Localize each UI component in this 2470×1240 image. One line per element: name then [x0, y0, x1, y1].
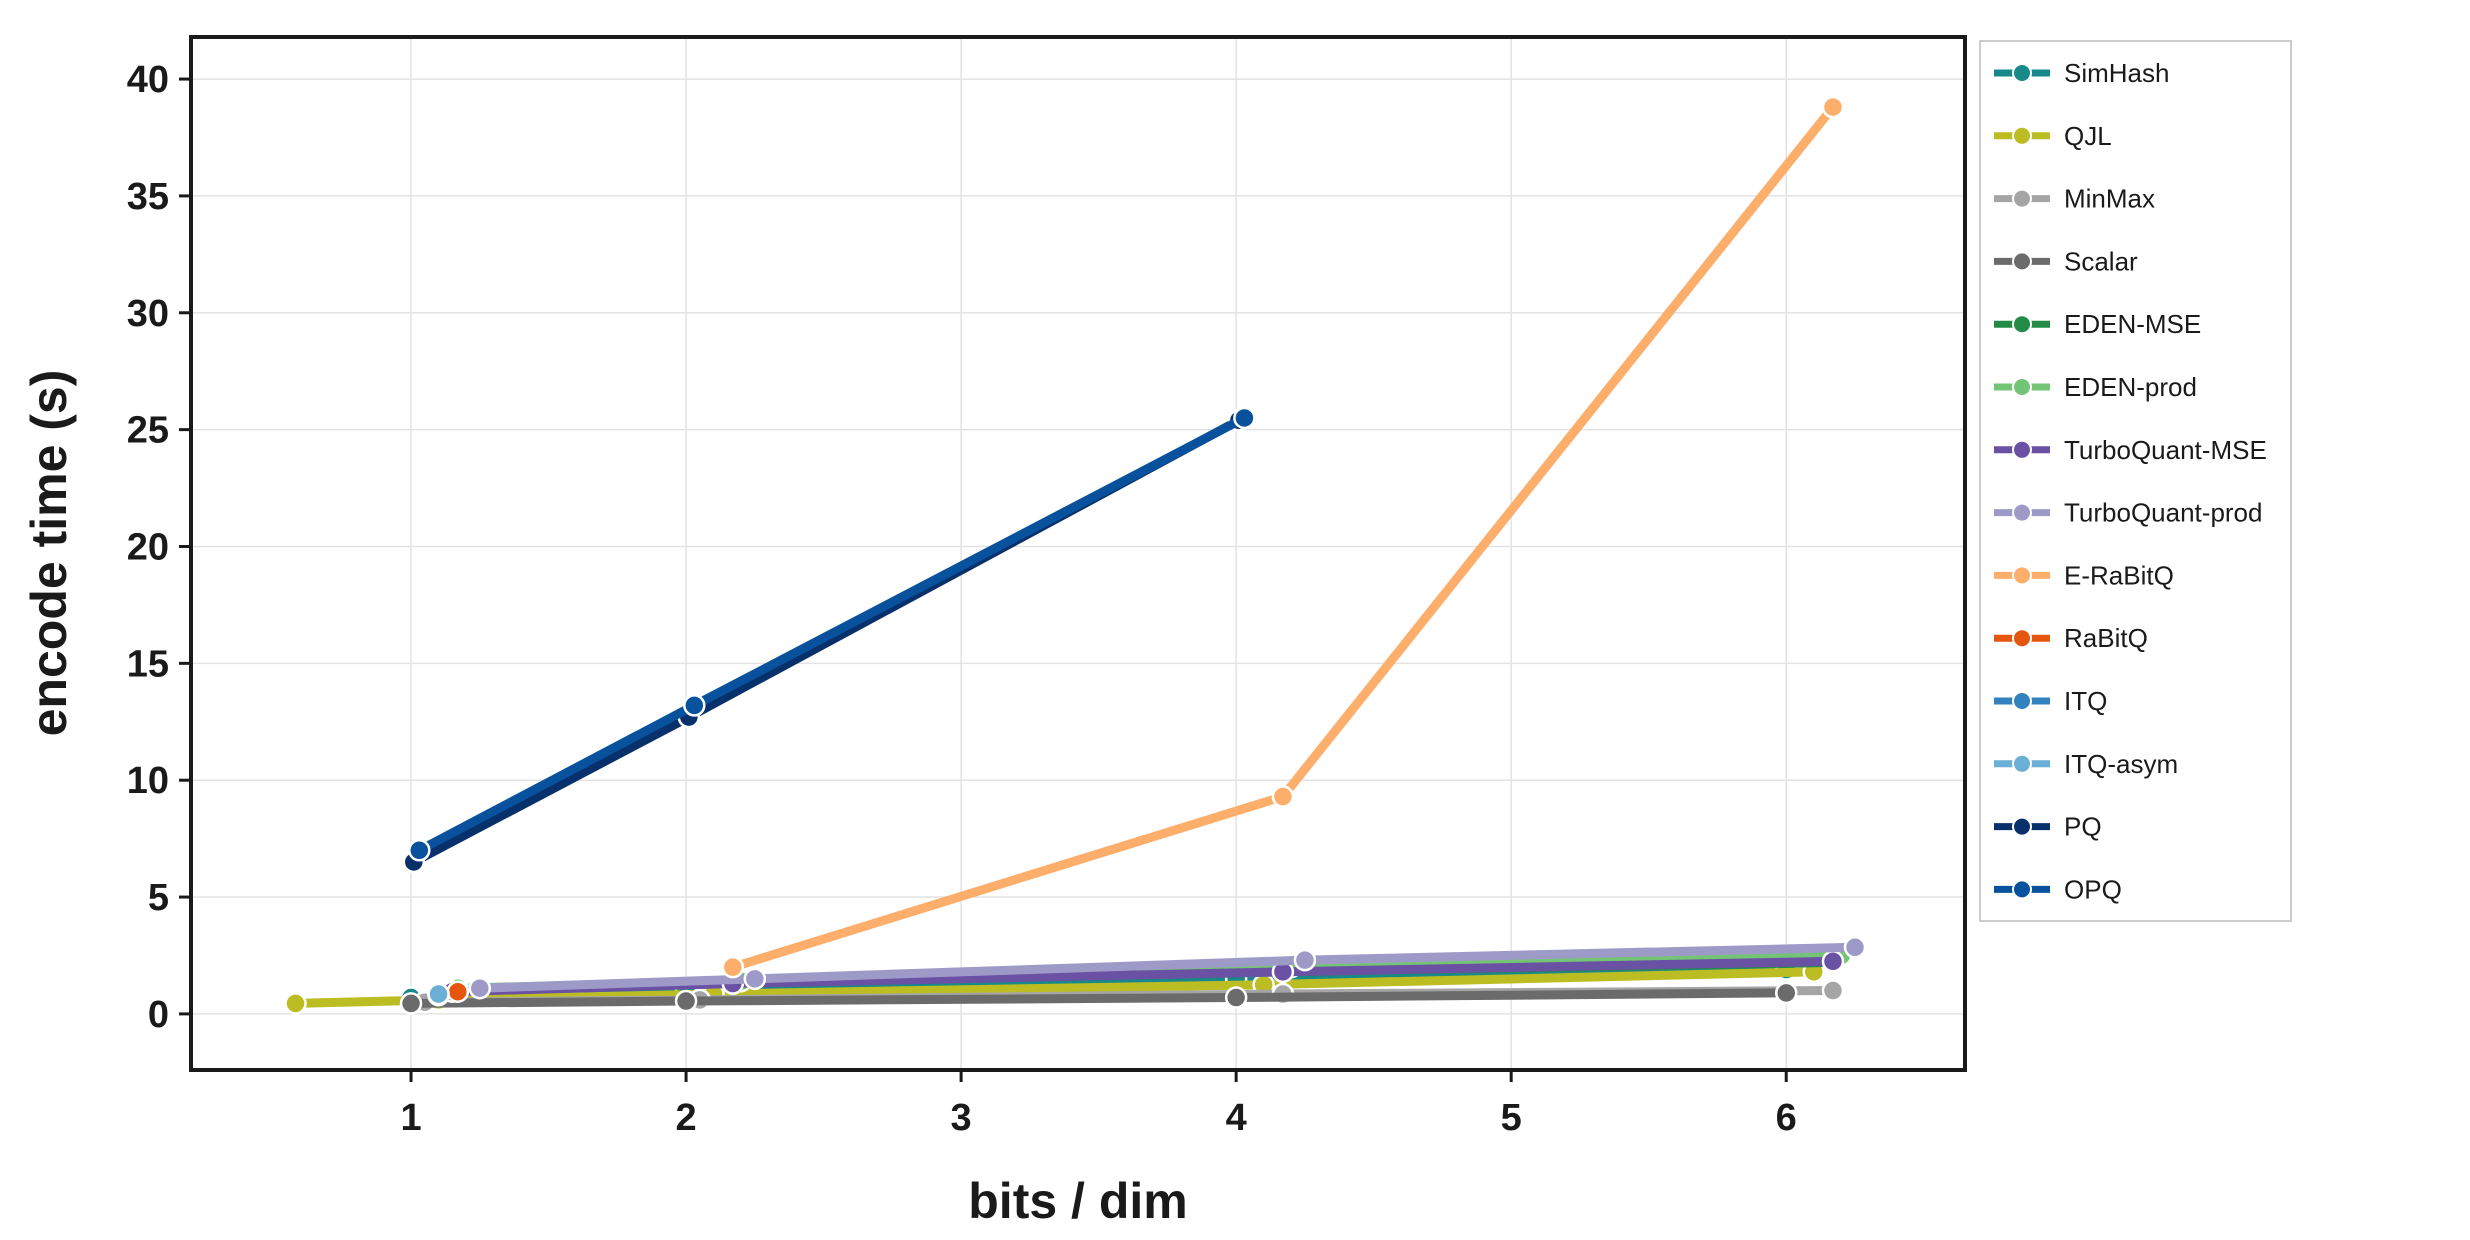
legend-item: EDEN-prod — [1994, 372, 2197, 402]
data-point — [1821, 979, 1845, 1002]
data-point — [743, 967, 767, 991]
legend-item: Scalar — [1994, 246, 2138, 276]
legend-label: ITQ — [2064, 686, 2107, 716]
data-point — [408, 839, 431, 862]
x-axis-label: bits / dim — [968, 1173, 1187, 1229]
x-tick-label: 4 — [1226, 1097, 1247, 1139]
series-opq — [408, 406, 1256, 862]
legend-swatch-marker — [2012, 879, 2032, 900]
grid-layer — [191, 37, 1965, 1070]
legend-item: RaBitQ — [1994, 623, 2148, 653]
series-turboquant-prod — [468, 936, 1867, 1000]
series-rabitq — [446, 980, 470, 1003]
legend-item: QJL — [1994, 121, 2112, 151]
data-point — [1821, 95, 1845, 119]
data-point — [674, 989, 698, 1013]
y-tick-label: 0 — [148, 994, 169, 1036]
legend-label: OPQ — [2064, 874, 2122, 904]
x-tick-label: 1 — [400, 1097, 421, 1139]
legend-swatch-marker — [2012, 314, 2032, 335]
legend-label: Scalar — [2064, 246, 2138, 276]
data-point — [1774, 981, 1798, 1005]
x-tick-label: 5 — [1501, 1097, 1522, 1139]
legend-swatch-marker — [2012, 377, 2032, 397]
data-point — [399, 992, 423, 1015]
y-tick-label: 20 — [127, 526, 169, 568]
y-tick-label: 40 — [127, 59, 169, 101]
data-point — [1843, 936, 1867, 959]
legend-item: SimHash — [1994, 58, 2169, 88]
legend-item: TurboQuant-MSE — [1994, 435, 2267, 465]
legend-swatch-marker — [2012, 439, 2032, 460]
legend: SimHash QJL MinMax Scalar EDEN-MSE EDEN-prod T… — [1979, 40, 2292, 922]
data-point — [1224, 986, 1248, 1009]
legend-frame — [1979, 40, 2292, 922]
legend-label: ITQ-asym — [2064, 749, 2178, 779]
legend-item: ITQ-asym — [1994, 749, 2178, 779]
x-tick-label: 2 — [675, 1097, 696, 1139]
legend-label: TurboQuant-MSE — [2064, 435, 2267, 465]
x-tick-label: 3 — [951, 1097, 972, 1139]
series-e-rabitq — [721, 95, 1845, 979]
y-tick-label: 25 — [127, 410, 169, 452]
legend-item: MinMax — [1994, 184, 2155, 214]
legend-item: OPQ — [1994, 874, 2122, 904]
data-point — [284, 992, 307, 1015]
legend-item: EDEN-MSE — [1994, 309, 2201, 339]
legend-label: PQ — [2064, 812, 2102, 842]
data-point — [1821, 950, 1845, 973]
plot-frame — [189, 35, 1967, 1072]
data-point — [1271, 785, 1295, 808]
y-tick-label: 15 — [127, 643, 169, 685]
legend-label: EDEN-MSE — [2064, 309, 2201, 339]
series-itq-asym — [427, 982, 450, 1006]
legend-swatch-marker — [2012, 816, 2032, 837]
data-point — [468, 976, 492, 1000]
series-layer — [284, 95, 1867, 1015]
y-tick-label: 10 — [127, 760, 169, 802]
series-line — [406, 988, 1791, 1008]
y-axis-label: encode time (s) — [21, 370, 77, 737]
legend-item: ITQ — [1994, 686, 2107, 716]
legend-swatch-marker — [2012, 565, 2032, 586]
y-tick-label: 5 — [148, 877, 169, 919]
data-point — [1233, 406, 1256, 430]
legend-label: TurboQuant-prod — [2064, 498, 2262, 528]
y-tick-label: 35 — [127, 176, 169, 218]
legend-item: TurboQuant-prod — [1994, 498, 2262, 528]
series-scalar — [399, 981, 1798, 1015]
legend-swatch-marker — [2012, 628, 2032, 649]
legend-label: E-RaBitQ — [2064, 560, 2174, 590]
legend-item: E-RaBitQ — [1994, 560, 2174, 590]
legend-item: PQ — [1994, 812, 2102, 842]
legend-swatch-marker — [2012, 63, 2032, 83]
legend-label: MinMax — [2064, 184, 2155, 214]
legend-label: SimHash — [2064, 58, 2169, 88]
x-tick-label: 6 — [1776, 1097, 1797, 1139]
series-line — [475, 942, 1860, 993]
legend-swatch-marker — [2012, 502, 2032, 523]
legend-swatch-marker — [2012, 125, 2032, 146]
data-point — [1293, 948, 1317, 972]
tick-layer: 1 2 3 4 5 6 0 5 10 15 20 25 30 35 40 — [127, 59, 1797, 1139]
legend-label: QJL — [2064, 121, 2112, 151]
data-point — [721, 955, 745, 979]
legend-label: EDEN-prod — [2064, 372, 2197, 402]
legend-label: RaBitQ — [2064, 623, 2148, 653]
data-point — [427, 982, 450, 1006]
data-point — [683, 694, 706, 717]
y-tick-label: 30 — [127, 293, 169, 335]
legend-swatch-marker — [2012, 251, 2032, 272]
legend-swatch-marker — [2012, 691, 2032, 711]
legend-swatch-marker — [2012, 188, 2032, 209]
legend-swatch-marker — [2012, 753, 2032, 774]
data-point — [446, 980, 470, 1003]
